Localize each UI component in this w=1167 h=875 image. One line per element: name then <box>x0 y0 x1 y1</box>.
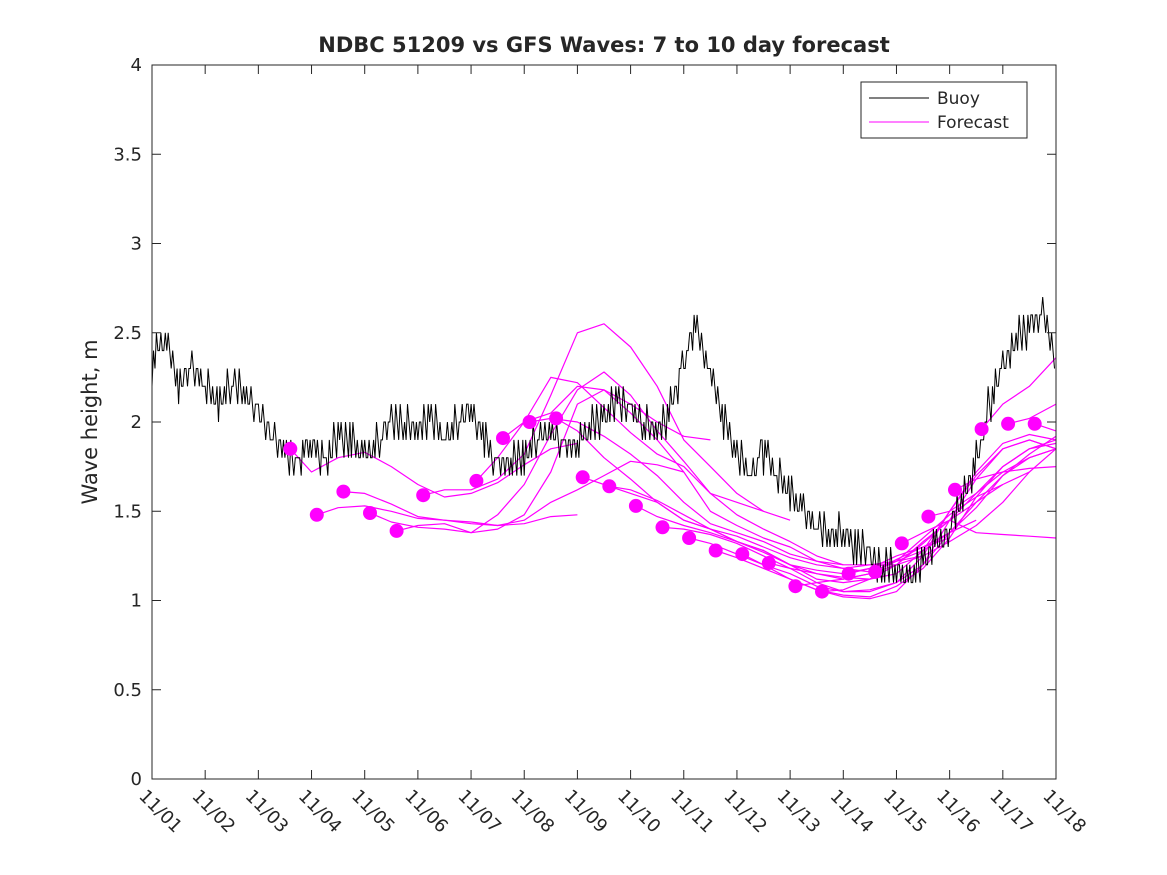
legend-buoy-label: Buoy <box>937 89 980 109</box>
forecast-point <box>868 564 883 579</box>
forecast-point <box>496 431 510 446</box>
forecast-point <box>1027 416 1042 431</box>
forecast-run-line <box>901 519 1057 544</box>
y-tick-label: 1 <box>131 591 142 612</box>
legend-forecast-label: Forecast <box>937 113 1009 133</box>
forecast-point <box>283 441 298 456</box>
forecast-point <box>336 484 351 499</box>
forecast-point <box>788 579 803 594</box>
y-axis-label: Wave height, m <box>78 339 102 504</box>
forecast-run-line <box>502 385 870 573</box>
forecast-point <box>309 507 324 522</box>
forecast-run-line <box>1007 403 1057 425</box>
forecast-point <box>363 506 377 520</box>
forecast-point <box>389 523 404 538</box>
forecast-point <box>522 415 537 429</box>
y-tick-label: 2 <box>131 412 142 433</box>
plot-frame <box>151 64 1057 780</box>
forecast-point <box>708 543 723 558</box>
forecast-point <box>602 479 617 494</box>
y-tick-label: 1.5 <box>113 501 142 522</box>
forecast-point <box>549 411 564 426</box>
forecast-point <box>469 473 484 488</box>
forecast-run-line <box>475 376 844 566</box>
forecast-run-line <box>928 448 1057 518</box>
y-tick-label: 0 <box>131 769 142 790</box>
forecast-point <box>628 498 643 513</box>
plot-area <box>152 65 1056 779</box>
forecast-run-line <box>662 448 1057 593</box>
forecast-run-line <box>555 417 924 570</box>
forecast-point <box>894 536 909 551</box>
forecast-point <box>735 547 750 562</box>
y-tick-label: 4 <box>131 55 142 76</box>
legend-box <box>860 81 1028 139</box>
forecast-run-line <box>343 460 684 527</box>
forecast-point <box>974 422 989 437</box>
forecast-point <box>655 520 670 535</box>
forecast-point <box>921 509 936 524</box>
forecast-run-line <box>981 357 1057 430</box>
forecast-point <box>575 470 590 485</box>
forecast-run-line <box>875 448 1057 573</box>
forecast-run-line <box>369 389 711 534</box>
chart-title: NDBC 51209 vs GFS Waves: 7 to 10 day for… <box>318 33 889 57</box>
forecast-point <box>416 488 431 503</box>
forecast-point <box>815 584 829 599</box>
forecast-point <box>841 566 856 581</box>
buoy-line <box>151 296 1055 584</box>
y-tick-label: 3 <box>131 234 142 255</box>
series-layer <box>151 296 1057 600</box>
forecast-point <box>761 556 776 570</box>
y-tick-label: 0.5 <box>113 680 142 701</box>
legend: Buoy Forecast <box>860 81 1028 139</box>
y-tick-label: 3.5 <box>113 144 142 165</box>
forecast-run-line <box>289 442 578 498</box>
forecast-point <box>682 531 697 545</box>
forecast-run-line <box>768 439 1057 580</box>
forecast-run-line <box>954 466 1057 491</box>
y-tick-label: 2.5 <box>113 323 142 344</box>
forecast-point <box>1001 416 1016 431</box>
forecast-point <box>948 482 962 497</box>
forecast-run-line <box>529 417 897 566</box>
forecast-run-line <box>396 371 764 534</box>
